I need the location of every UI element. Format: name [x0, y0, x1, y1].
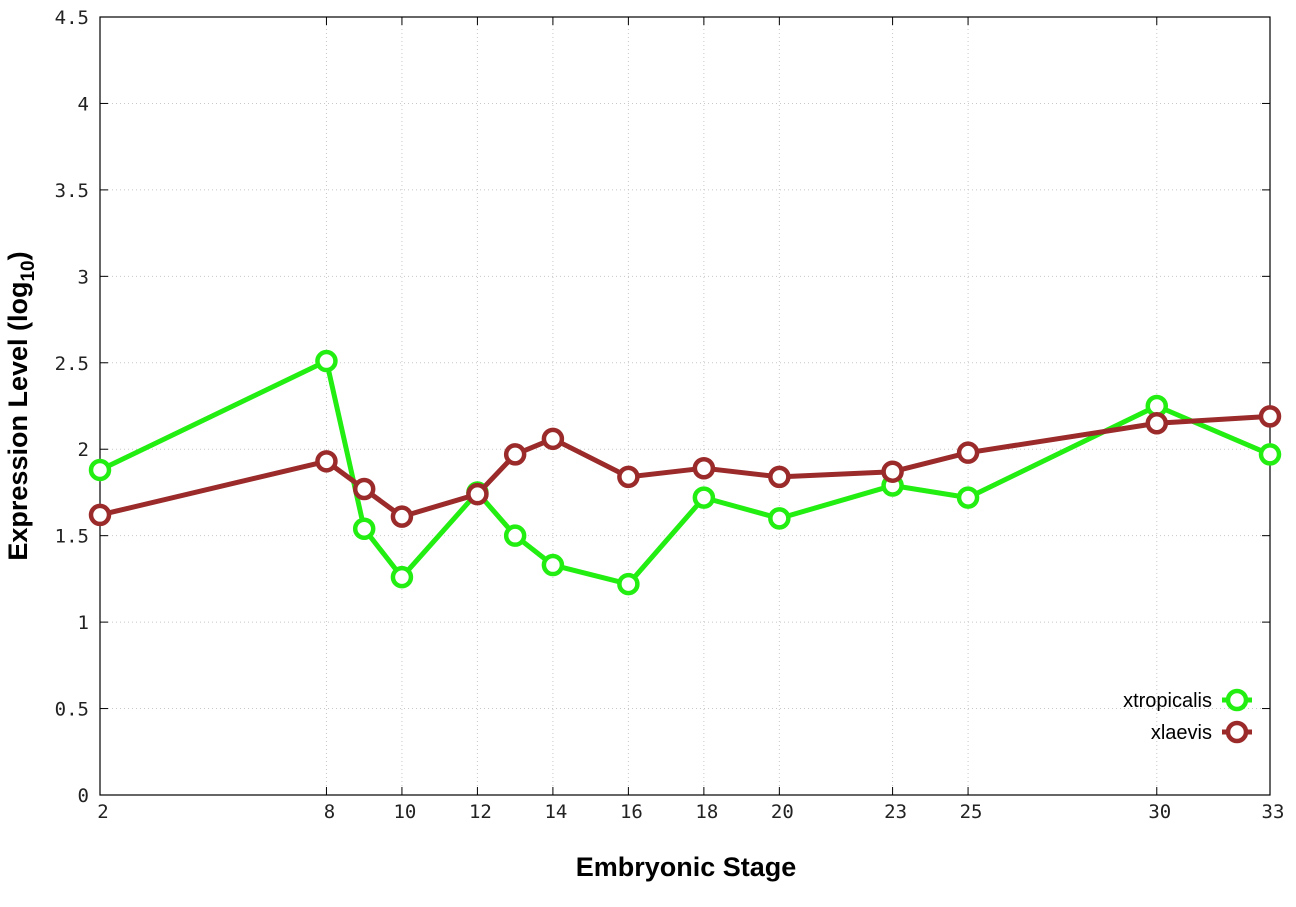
x-tick-label: 30 — [1148, 801, 1171, 823]
y-tick-label: 2.5 — [55, 353, 89, 375]
legend-marker-xtropicalis — [1225, 688, 1249, 712]
x-tick-label: 25 — [960, 801, 983, 823]
data-point — [956, 486, 980, 509]
legend-label-xlaevis: xlaevis — [1151, 722, 1212, 744]
data-point — [390, 565, 414, 589]
y-tick-label: 3.5 — [55, 180, 89, 202]
y-tick-label: 0 — [78, 785, 89, 807]
series-xlaevis — [88, 405, 1282, 528]
grid — [100, 17, 1270, 795]
data-point — [352, 517, 376, 541]
x-tick-label: 14 — [544, 801, 567, 823]
series-xtropicalis — [88, 349, 1282, 596]
data-point — [466, 482, 489, 506]
data-point — [503, 443, 527, 466]
y-tick-label: 4 — [78, 93, 89, 115]
data-point — [88, 458, 112, 482]
x-tick-label: 33 — [1262, 801, 1285, 823]
x-tick-label: 2 — [97, 801, 108, 823]
data-point — [1258, 405, 1282, 428]
plot-frame — [99, 16, 1271, 796]
x-tick-label: 18 — [695, 801, 718, 823]
data-point — [315, 450, 338, 473]
y-axis-title-subscript: 10 — [18, 260, 39, 281]
x-tick-label: 10 — [393, 801, 416, 823]
data-point — [617, 572, 640, 596]
data-point — [315, 349, 338, 373]
x-tick-label: 23 — [884, 801, 907, 823]
y-axis-title: Expression Level (log10) — [3, 251, 39, 560]
data-point — [956, 441, 980, 464]
data-point — [541, 427, 565, 451]
data-point — [541, 553, 565, 577]
y-tick-label: 1.5 — [55, 526, 89, 548]
legend-label-xtropicalis: xtropicalis — [1123, 690, 1212, 712]
y-axis-title-suffix: ) — [3, 251, 33, 260]
data-point — [692, 486, 716, 509]
legend: xtropicalis xlaevis — [1123, 688, 1252, 744]
y-tick-label: 1 — [78, 612, 89, 634]
data-point — [352, 477, 376, 501]
x-axis: 2 8 10 12 14 16 18 20 23 25 30 33 — [97, 17, 1284, 823]
series-layer — [88, 349, 1282, 596]
y-axis: 0 0.5 1 1.5 2 2.5 3 3.5 4 4.5 — [55, 7, 1270, 807]
legend-marker-xlaevis — [1225, 720, 1249, 744]
data-point — [503, 524, 527, 547]
data-point — [1145, 412, 1169, 435]
data-point — [88, 503, 112, 527]
x-axis-title: Embryonic Stage — [576, 852, 797, 882]
x-tick-label: 12 — [469, 801, 492, 823]
y-tick-label: 4.5 — [55, 7, 89, 29]
x-tick-label: 20 — [771, 801, 794, 823]
y-tick-label: 2 — [78, 439, 89, 461]
series-line-xlaevis — [99, 413, 1271, 520]
x-tick-label: 8 — [324, 801, 335, 823]
y-tick-label: 3 — [78, 266, 89, 288]
y-tick-label: 0.5 — [55, 699, 89, 721]
data-point — [1258, 443, 1282, 466]
data-point — [768, 507, 791, 530]
x-tick-label: 16 — [620, 801, 643, 823]
data-point — [692, 456, 716, 480]
y-axis-title-main: Expression Level (log — [3, 282, 33, 561]
data-point — [768, 465, 791, 489]
data-point — [390, 505, 414, 528]
data-point — [881, 460, 904, 483]
data-point — [617, 465, 640, 489]
